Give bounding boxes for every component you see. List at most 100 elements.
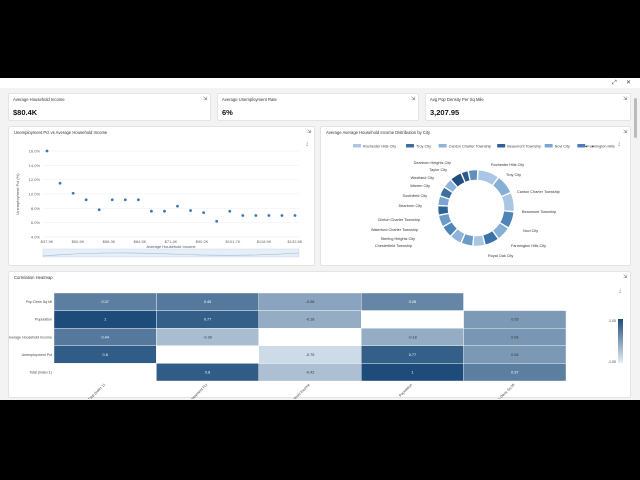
heatmap-cell: [258, 328, 362, 347]
color-scale-max: 1.00: [609, 319, 616, 323]
y-tick-label: 16.0%: [29, 149, 41, 154]
donut-slice: [461, 233, 474, 247]
scatter-point: [228, 209, 232, 213]
scatter-point: [293, 214, 297, 217]
heatmap-cell-label: 0.45: [204, 300, 211, 304]
scatter-point: [45, 149, 49, 153]
scrollbar-thumb[interactable]: [634, 98, 637, 138]
pin-icon[interactable]: ⇲: [623, 274, 628, 280]
kpi-title: Average Unemployment Rate: [222, 97, 277, 102]
heatmap-cell-label: -0.42: [306, 371, 315, 375]
heatmap-row-label: Total (index 1): [29, 371, 52, 375]
heatmap-cell-label: 0.8: [205, 371, 210, 375]
x-tick-label: $84.5K: [134, 239, 147, 244]
donut-slice: [473, 234, 486, 247]
slice-label: Farmington Hills City: [511, 244, 546, 248]
donut-slice: [444, 179, 458, 193]
scatter-point: [189, 209, 192, 212]
heatmap-cell-label: 0.44: [102, 335, 109, 339]
donut-slice: [461, 170, 471, 183]
slice-label: Chesterfield Township: [375, 244, 412, 248]
donut-slice: [450, 172, 466, 188]
donut-slice: [492, 177, 511, 197]
expand-icon[interactable]: ⤢: [612, 79, 617, 86]
donut-slice: [450, 228, 466, 244]
scatter-point: [136, 198, 140, 202]
scatter-point: [241, 214, 245, 217]
download-icon[interactable]: ⤓: [618, 141, 621, 147]
download-icon[interactable]: ⤓: [619, 288, 622, 294]
scatter-chart: 16.0% 14.0% 12.0% 10.0% 8.0% 6.0% 4.0%$37.9K $5…: [15, 149, 303, 258]
slice-label: Dearborn City: [399, 204, 423, 208]
donut-slice: [437, 205, 449, 216]
heatmap-cell-label: 0.77: [409, 353, 416, 357]
vertical-scrollbar[interactable]: [634, 90, 638, 390]
kpi-card-unemployment-rate: Average Unemployment Rate 6% ⇲: [217, 93, 419, 121]
y-axis-label: Unemployment Pct (%): [15, 173, 20, 215]
x-tick-label: $118.9K: [257, 239, 272, 244]
x-axis-label: Average Household Income: [146, 244, 196, 249]
y-tick-label: 12.0%: [29, 177, 41, 182]
scatter-point: [71, 191, 75, 195]
slice-label: Sterling Heights City: [381, 237, 415, 241]
x-tick-label: $71.4K: [165, 239, 178, 244]
legend-page-prev: ◂: [585, 143, 587, 148]
pin-icon[interactable]: ⇲: [411, 96, 416, 102]
heatmap-cell-label: 0.37: [102, 300, 109, 304]
pin-icon[interactable]: ⇲: [623, 96, 628, 102]
dashboard-screen: ⤢ ✕ Average Household Income $80.4K ⇲ Av…: [0, 78, 640, 400]
scatter-title: Unemployment Pct vs Average Household In…: [14, 130, 108, 135]
donut-slice: [439, 187, 453, 200]
legend-swatch: [577, 144, 586, 148]
slice-label: Beaumont Township: [522, 210, 556, 214]
slice-label: Troy City: [506, 173, 521, 177]
slice-label: Taylor City: [429, 168, 447, 172]
heatmap-cell: [463, 363, 567, 382]
heatmap-row-label: Population: [35, 318, 52, 322]
heatmap-cell-label: 0.08: [511, 335, 518, 339]
heatmap-row-label: Unemployment Pct: [22, 353, 52, 357]
x-tick-label: $50.5K: [72, 239, 85, 244]
donut-slice: [501, 192, 515, 212]
scatter-point: [97, 208, 101, 212]
donut-panel: Average Average Household Income Distrib…: [320, 126, 631, 266]
top-toolbar: ⤢ ✕: [0, 78, 640, 88]
scatter-point: [202, 211, 206, 215]
zoom-slider: [42, 248, 300, 258]
color-scale-min: -1.00: [608, 360, 616, 364]
donut-slice: [437, 195, 450, 207]
y-tick-label: 10.0%: [29, 192, 41, 197]
heatmap-cell-label: -0.18: [306, 318, 315, 322]
slice-label: Clinton Charter Township: [378, 218, 420, 222]
donut-slice: [499, 210, 515, 228]
scatter-point: [84, 198, 88, 202]
pin-icon[interactable]: ⇲: [307, 129, 312, 135]
kpi-card-household-income: Average Household Income $80.4K ⇲: [8, 93, 211, 121]
slice-label: Southfield City: [403, 194, 428, 198]
heatmap-cell-label: 1: [411, 371, 413, 375]
legend-label: Canton Charter Township: [449, 144, 492, 148]
donut-title: Average Average Household Income Distrib…: [326, 130, 431, 135]
slice-label: Waterford Charter Township: [371, 228, 418, 232]
legend-swatch: [438, 144, 447, 148]
heatmap-col-label: Unemployment Pct: [184, 383, 208, 399]
heatmap-cell-label: 0.28: [409, 300, 416, 304]
pin-icon[interactable]: ⇲: [203, 96, 208, 102]
heatmap-cell-label: -0.75: [306, 353, 315, 357]
legend-swatch: [353, 144, 361, 148]
kpi-card-pop-density: Avg Pop Density Per Sq Mile 3,207.95 ⇲: [425, 93, 631, 121]
download-icon[interactable]: ⤓: [306, 141, 309, 147]
close-icon[interactable]: ✕: [626, 79, 632, 86]
donut-slice: [482, 230, 499, 246]
donut-chart: Rochester Hills City Troy City Canton Char…: [353, 143, 615, 258]
heatmap-col-label: Pop Dens Sq Mi: [494, 383, 515, 399]
heatmap-cell: [361, 310, 464, 329]
kpi-title: Average Household Income: [13, 97, 65, 102]
kpi-value: 3,207.95: [430, 108, 460, 117]
donut-slice: [442, 221, 458, 237]
legend-label: Rochester Hills City: [363, 144, 396, 148]
slice-label: Rochester Hills City: [491, 163, 524, 167]
kpi-value: $80.4K: [13, 108, 38, 117]
scatter-point: [176, 204, 179, 208]
pin-icon[interactable]: ⇲: [623, 129, 628, 135]
